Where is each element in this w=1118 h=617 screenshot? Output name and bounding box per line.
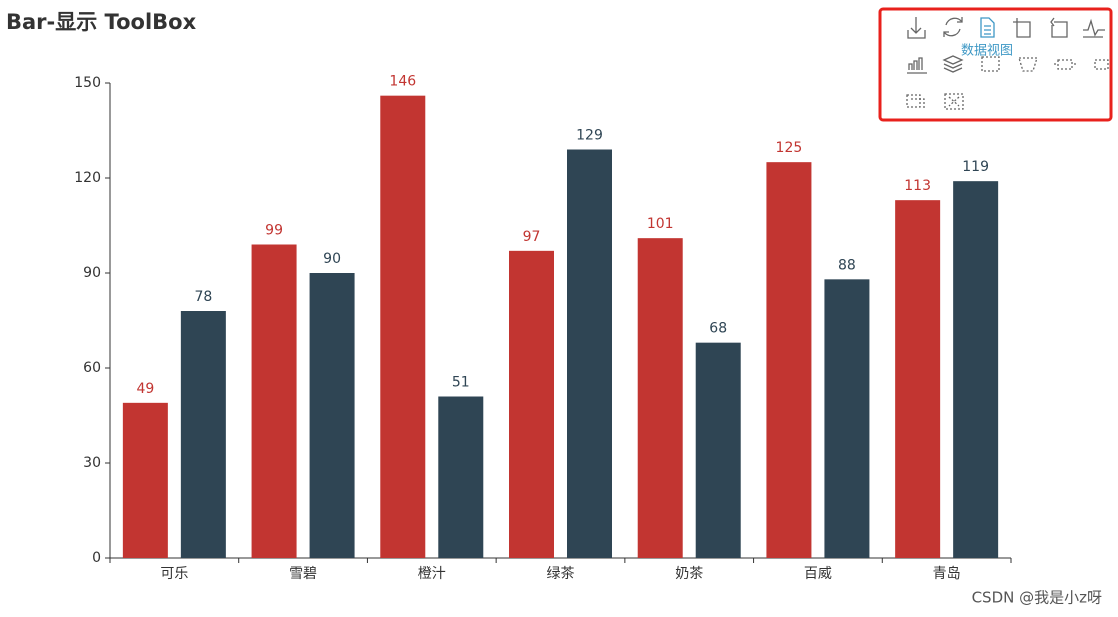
data-label: 68 — [709, 321, 727, 337]
bar — [509, 250, 554, 559]
bar-icon[interactable] — [907, 57, 927, 74]
bar — [122, 402, 168, 558]
bar — [380, 95, 426, 559]
bar — [695, 342, 741, 558]
data-label: 146 — [389, 74, 416, 90]
data-label: 99 — [265, 223, 283, 239]
y-tick-label: 150 — [74, 75, 101, 91]
x-tick-label: 百威 — [804, 566, 832, 582]
save-icon[interactable] — [907, 17, 926, 39]
data-label: 78 — [194, 289, 212, 305]
y-tick-label: 120 — [74, 170, 101, 186]
data-label: 90 — [323, 251, 341, 267]
keep-select-icon[interactable] — [1054, 59, 1076, 70]
stack-icon[interactable] — [942, 55, 964, 73]
rect-select-icon[interactable] — [981, 56, 1000, 72]
x-tick-label: 橙汁 — [418, 566, 446, 582]
y-tick-label: 30 — [83, 455, 101, 471]
bar — [766, 162, 812, 558]
bar — [895, 200, 941, 558]
chart-title: Bar-显示 ToolBox — [6, 10, 197, 34]
data-label: 125 — [776, 140, 803, 156]
bar — [438, 396, 484, 558]
bar — [637, 238, 683, 558]
y-tick-label: 60 — [83, 360, 101, 376]
zoom-icon[interactable] — [1013, 18, 1031, 38]
x-tick-label: 青岛 — [933, 566, 961, 582]
zoom-back-icon[interactable] — [1050, 17, 1068, 38]
bar — [251, 244, 297, 558]
polygon-select-icon[interactable] — [1018, 57, 1038, 72]
bar — [567, 149, 612, 558]
bar — [953, 181, 999, 558]
data-label: 119 — [962, 159, 989, 175]
y-tick-label: 90 — [83, 265, 101, 281]
highlight-box — [878, 7, 1113, 122]
restore-icon[interactable] — [943, 17, 963, 37]
x-tick-label: 绿茶 — [547, 566, 575, 582]
x-tick-label: 可乐 — [160, 566, 188, 582]
data-label: 51 — [452, 375, 470, 391]
inverse-select-icon[interactable] — [1094, 59, 1109, 70]
toolbox-tooltip: 数据视图 — [961, 44, 1013, 59]
bar — [824, 279, 870, 558]
toolbox: 数据视图 — [878, 7, 1113, 122]
clear-select-icon[interactable] — [906, 94, 925, 108]
line-icon[interactable] — [1083, 18, 1105, 38]
x-tick-label: 雪碧 — [289, 566, 317, 582]
clear-icon[interactable] — [944, 93, 964, 110]
bar — [180, 311, 226, 558]
watermark: CSDN @我是小z呀 — [972, 589, 1102, 607]
bar — [309, 273, 355, 558]
data-label: 129 — [576, 128, 603, 144]
data-label: 101 — [647, 216, 674, 232]
x-tick-label: 奶茶 — [675, 566, 703, 582]
data-label: 49 — [136, 381, 154, 397]
data-view-icon[interactable] — [980, 17, 995, 38]
y-tick-label: 0 — [92, 550, 101, 566]
data-label: 97 — [523, 229, 541, 245]
data-label: 113 — [904, 178, 931, 194]
data-label: 88 — [838, 257, 856, 273]
